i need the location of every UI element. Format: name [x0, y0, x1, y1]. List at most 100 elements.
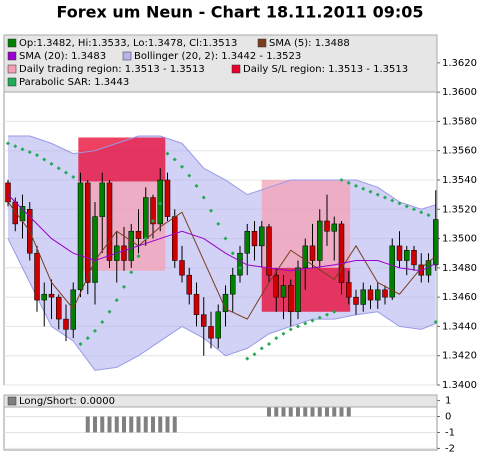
y-tick-label: 1.3620: [442, 58, 477, 69]
candle-body: [34, 252, 40, 301]
legend-swatch: [257, 38, 267, 48]
sar-dot: [20, 147, 25, 152]
candle-body: [164, 179, 171, 217]
candle-body: [338, 223, 345, 283]
candle-body: [288, 285, 294, 313]
sar-dot: [238, 265, 242, 270]
sar-dot: [13, 144, 18, 149]
candle-body: [404, 250, 410, 261]
legend-label: Bollinger (20, 2): 1.3442 - 1.3523: [134, 51, 301, 62]
sar-dot: [288, 327, 293, 332]
candle-body: [128, 230, 134, 261]
sar-dot: [274, 336, 279, 341]
sar-dot: [172, 157, 177, 162]
sar-dot: [223, 236, 228, 241]
sar-dot: [267, 341, 271, 346]
candle-body: [143, 197, 149, 239]
bar: [85, 416, 90, 433]
candle-body: [12, 201, 18, 225]
candle-body: [41, 293, 47, 301]
candle-body: [215, 311, 221, 339]
sar-dot: [187, 173, 192, 178]
candle-body: [302, 245, 308, 269]
candle-body: [382, 289, 388, 298]
sar-dot: [216, 221, 221, 226]
candle-body: [77, 182, 84, 291]
bar: [172, 416, 177, 433]
bar: [122, 416, 126, 433]
sar-dot: [390, 198, 395, 203]
candle-body: [150, 197, 156, 225]
sar-dot: [325, 312, 329, 317]
bar: [310, 400, 315, 417]
candle-body: [331, 223, 337, 232]
sar-dot: [281, 331, 286, 336]
chart-title: Forex um Neun - Chart 18.11.2011 09:05: [56, 3, 423, 22]
candle-body: [273, 274, 279, 298]
sar-dot: [71, 175, 76, 180]
candle-body: [396, 245, 403, 261]
candle-body: [324, 220, 330, 232]
candle-body: [309, 245, 316, 261]
sar-dot: [361, 186, 366, 191]
bar: [339, 400, 344, 417]
legend-label: SMA (5): 1.3488: [269, 38, 350, 49]
band-line: [7, 238, 436, 371]
candle-body: [375, 289, 381, 301]
candle-body: [172, 216, 178, 261]
sar-dot: [78, 341, 83, 346]
candle-body: [346, 282, 352, 298]
candle-body: [251, 230, 258, 247]
y-tick-label: 0: [445, 412, 451, 423]
bar: [281, 400, 286, 417]
sar-dot: [230, 251, 235, 256]
line-series: [7, 201, 437, 320]
candle-body: [106, 182, 113, 261]
legend-swatch: [122, 51, 132, 61]
candle-body: [230, 274, 236, 295]
y-tick-label: 1.3500: [442, 234, 477, 245]
candle-body: [5, 182, 11, 203]
sar-dot: [56, 166, 61, 171]
legend-label: Long/Short: 0.0000: [19, 396, 115, 407]
legend-label: Daily S/L region: 1.3513 - 1.3513: [243, 64, 408, 75]
sar-dot: [332, 309, 337, 314]
bar: [274, 400, 279, 417]
legend-swatch: [7, 77, 17, 87]
candle-body: [280, 285, 287, 298]
bar: [332, 400, 337, 417]
sar-dot: [194, 183, 199, 188]
bar: [267, 400, 271, 417]
candle-body: [121, 245, 127, 261]
y-tick-label: 1.3580: [442, 116, 477, 127]
sar-dot: [27, 150, 32, 155]
legend-swatch: [7, 51, 17, 61]
sar-dot: [165, 151, 170, 156]
sar-dot: [64, 170, 68, 175]
sar-dot: [419, 210, 424, 215]
sar-dot: [310, 318, 315, 323]
y-tick-label: 1.3460: [442, 292, 477, 303]
bar: [303, 400, 308, 417]
sar-dot: [42, 157, 47, 162]
sar-dot: [303, 321, 308, 326]
candle-body: [433, 219, 439, 266]
sar-dot: [252, 352, 257, 357]
sar-dot: [426, 213, 431, 218]
bar: [288, 400, 293, 417]
candle-body: [201, 314, 207, 327]
candle-body: [193, 293, 200, 315]
sar-dot: [383, 195, 387, 200]
bar: [93, 416, 97, 433]
candle-body: [48, 293, 55, 298]
sar-dot: [129, 270, 134, 275]
y-tick-label: 1.3400: [442, 380, 477, 391]
candle-body: [237, 252, 243, 276]
bar: [136, 416, 141, 433]
sar-dot: [245, 356, 250, 361]
sar-dot: [114, 298, 119, 303]
sar-dot: [404, 204, 409, 209]
legend-swatch: [7, 396, 17, 406]
candle-body: [208, 326, 214, 339]
bar: [346, 400, 351, 417]
